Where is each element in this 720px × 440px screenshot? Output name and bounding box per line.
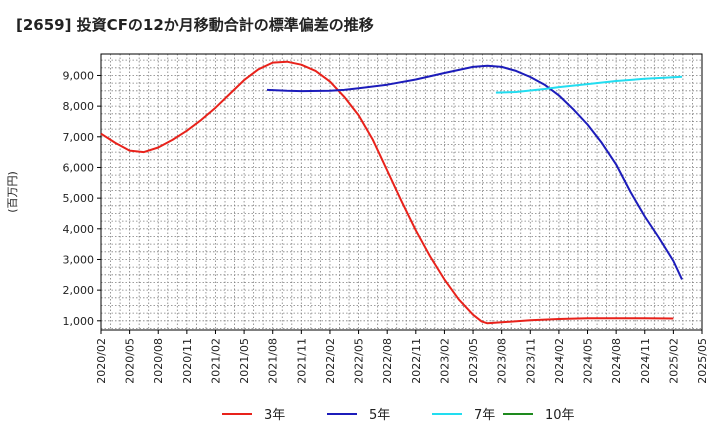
y-tick-label: 4,000 [63,223,95,236]
y-tick-label: 8,000 [63,100,95,113]
legend-label-1: 3年 [264,408,285,423]
series-line-1 [100,60,674,325]
x-tick-label: 2021/05 [238,338,251,384]
y-axis-label: (百万円) [6,171,19,213]
x-tick-label: 2022/11 [410,338,423,384]
x-tick-label: 2020/11 [181,338,194,384]
x-tick-label: 2020/08 [152,338,165,384]
x-tick-label: 2023/08 [496,338,509,384]
plot-frame [100,53,703,331]
series-line-2 [266,64,683,280]
y-tick-label: 5,000 [63,192,95,205]
y-tick-label: 9,000 [63,69,95,82]
x-tick-label: 2023/05 [467,338,480,384]
x-tick-label: 2021/02 [209,338,222,384]
x-tick-label: 2022/08 [381,338,394,384]
chart-title: [2659] 投資CFの12か月移動合計の標準偏差の推移 [16,16,374,34]
x-tick-label: 2022/05 [353,338,366,384]
x-tick-label: 2024/02 [553,338,566,384]
x-tick-label: 2023/02 [438,338,451,384]
y-tick-label: 3,000 [63,253,95,266]
plot-area [101,54,702,330]
legend-label-4: 10年 [545,408,575,423]
x-tick-label: 2024/08 [610,338,623,384]
x-tick-label: 2020/02 [95,338,108,384]
x-tick-label: 2025/02 [667,338,680,384]
y-tick-label: 6,000 [63,161,95,174]
y-tick-label: 7,000 [63,131,95,144]
x-tick-label: 2025/05 [696,338,709,384]
x-tick-label: 2024/05 [582,338,595,384]
x-tick-label: 2021/11 [295,338,308,384]
y-tick-label: 1,000 [63,315,95,328]
series-line-3 [495,75,683,94]
y-tick-label: 2,000 [63,284,95,297]
x-tick-label: 2022/02 [324,338,337,384]
x-tick-label: 2024/11 [639,338,652,384]
legend-label-2: 5年 [369,408,390,423]
legend-label-3: 7年 [474,408,495,423]
x-tick-label: 2023/11 [524,338,537,384]
x-tick-label: 2020/05 [124,338,137,384]
x-tick-label: 2021/08 [267,338,280,384]
